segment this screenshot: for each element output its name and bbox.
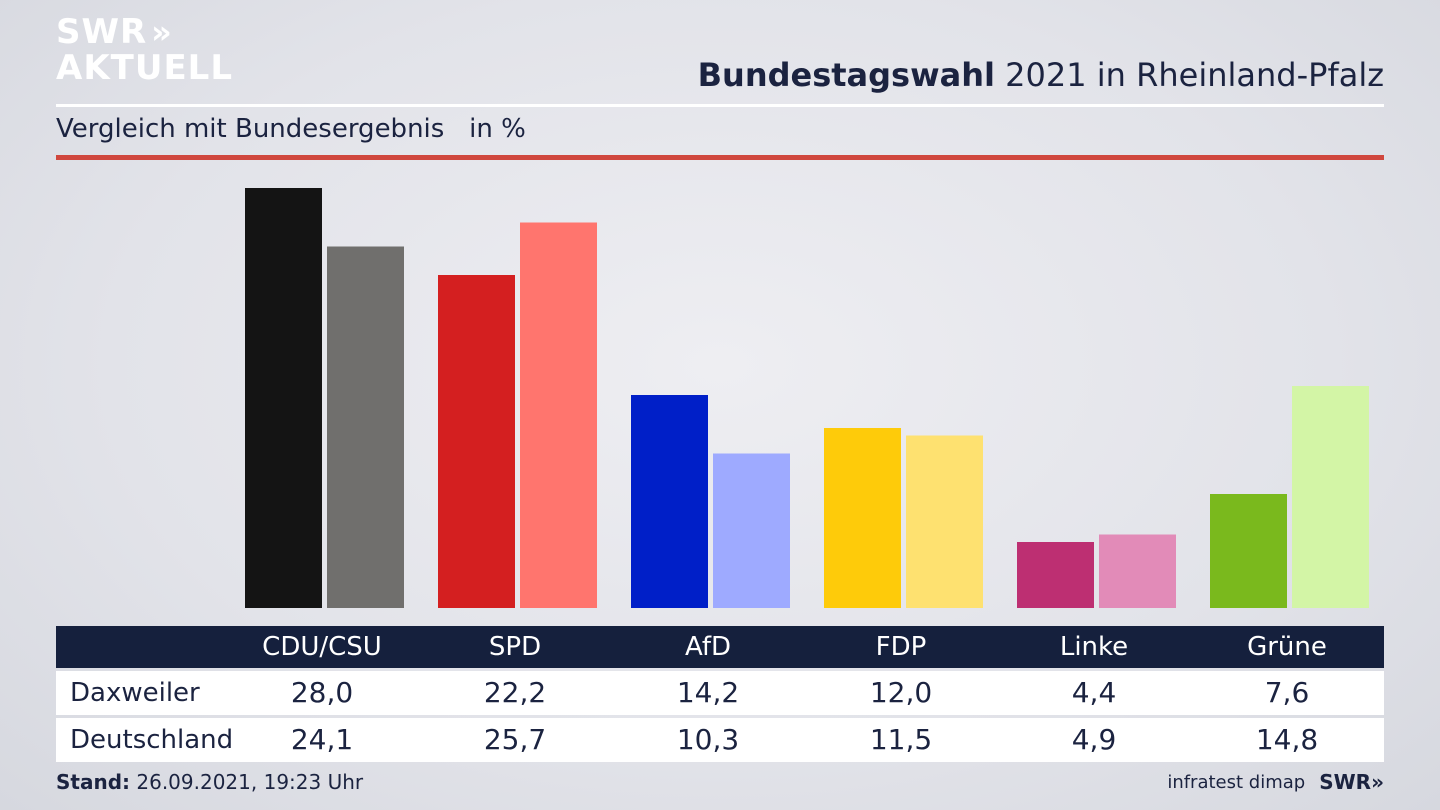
stand-label: Stand: xyxy=(56,770,131,794)
bar-grüne-daxweiler xyxy=(1210,494,1287,608)
table-cell: 22,2 xyxy=(483,676,547,709)
timestamp: Stand: 26.09.2021, 19:23 Uhr xyxy=(56,770,363,794)
table-cell: 28,0 xyxy=(290,676,354,709)
bar-spd-deutschland xyxy=(520,222,597,608)
chart-subtitle: Vergleich mit Bundesergebnis in % xyxy=(56,114,526,144)
table-cell: 7,6 xyxy=(1264,676,1310,709)
row-label: Deutschland xyxy=(70,725,234,755)
swr-brand-logo: SWR» xyxy=(1319,770,1384,794)
bar-cducsu-deutschland xyxy=(327,246,404,608)
table-row-daxweiler: Daxweiler 28,0 22,2 14,2 12,0 4,4 7,6 xyxy=(56,671,1384,715)
source-label: infratest dimap xyxy=(1167,771,1306,793)
column-header: SPD xyxy=(488,632,542,662)
bar-linke-deutschland xyxy=(1099,534,1176,608)
bar-spd-daxweiler xyxy=(438,275,515,608)
accent-divider xyxy=(56,155,1384,160)
logo-aktuell-text: AKTUELL xyxy=(56,48,234,88)
table-cell: 4,9 xyxy=(1071,723,1117,756)
row-label: Daxweiler xyxy=(70,678,200,708)
table-cell: 12,0 xyxy=(869,676,933,709)
column-header: CDU/CSU xyxy=(262,632,382,662)
bar-linke-daxweiler xyxy=(1017,542,1094,608)
bar-grüne-deutschland xyxy=(1292,386,1369,608)
bar-afd-deutschland xyxy=(713,453,790,608)
column-header: AfD xyxy=(684,632,732,662)
table-cell: 11,5 xyxy=(869,723,933,756)
table-header-row: CDU/CSU SPD AfD FDP Linke Grüne xyxy=(56,626,1384,668)
title-rest: 2021 in Rheinland-Pfalz xyxy=(995,56,1384,94)
table-cell: 14,8 xyxy=(1255,723,1319,756)
stand-value: 26.09.2021, 19:23 Uhr xyxy=(130,770,364,794)
table-cell: 25,7 xyxy=(483,723,547,756)
title-bold: Bundestagswahl xyxy=(697,56,995,94)
bar-afd-daxweiler xyxy=(631,395,708,608)
source-credit: infratest dimap SWR» xyxy=(1167,770,1384,794)
column-header: FDP xyxy=(875,632,927,662)
bar-fdp-deutschland xyxy=(906,435,983,608)
logo-swr-text: SWR xyxy=(56,12,148,52)
results-table: CDU/CSU SPD AfD FDP Linke Grüne Daxweiler 28,… xyxy=(56,626,1384,762)
header-divider xyxy=(56,104,1384,107)
column-header: Linke xyxy=(1059,632,1129,662)
bar-fdp-daxweiler xyxy=(824,428,901,608)
swr-aktuell-logo: SWR» AKTUELL xyxy=(56,14,233,86)
table-cell: 4,4 xyxy=(1071,676,1117,709)
column-header: Grüne xyxy=(1247,632,1327,662)
table-cell: 14,2 xyxy=(676,676,740,709)
bar-cducsu-daxweiler xyxy=(245,188,322,608)
table-cell: 10,3 xyxy=(676,723,740,756)
page-title: Bundestagswahl 2021 in Rheinland-Pfalz xyxy=(698,56,1384,94)
table-cell: 24,1 xyxy=(290,723,354,756)
table-row-deutschland: Deutschland 24,1 25,7 10,3 11,5 4,9 14,8 xyxy=(56,718,1384,762)
